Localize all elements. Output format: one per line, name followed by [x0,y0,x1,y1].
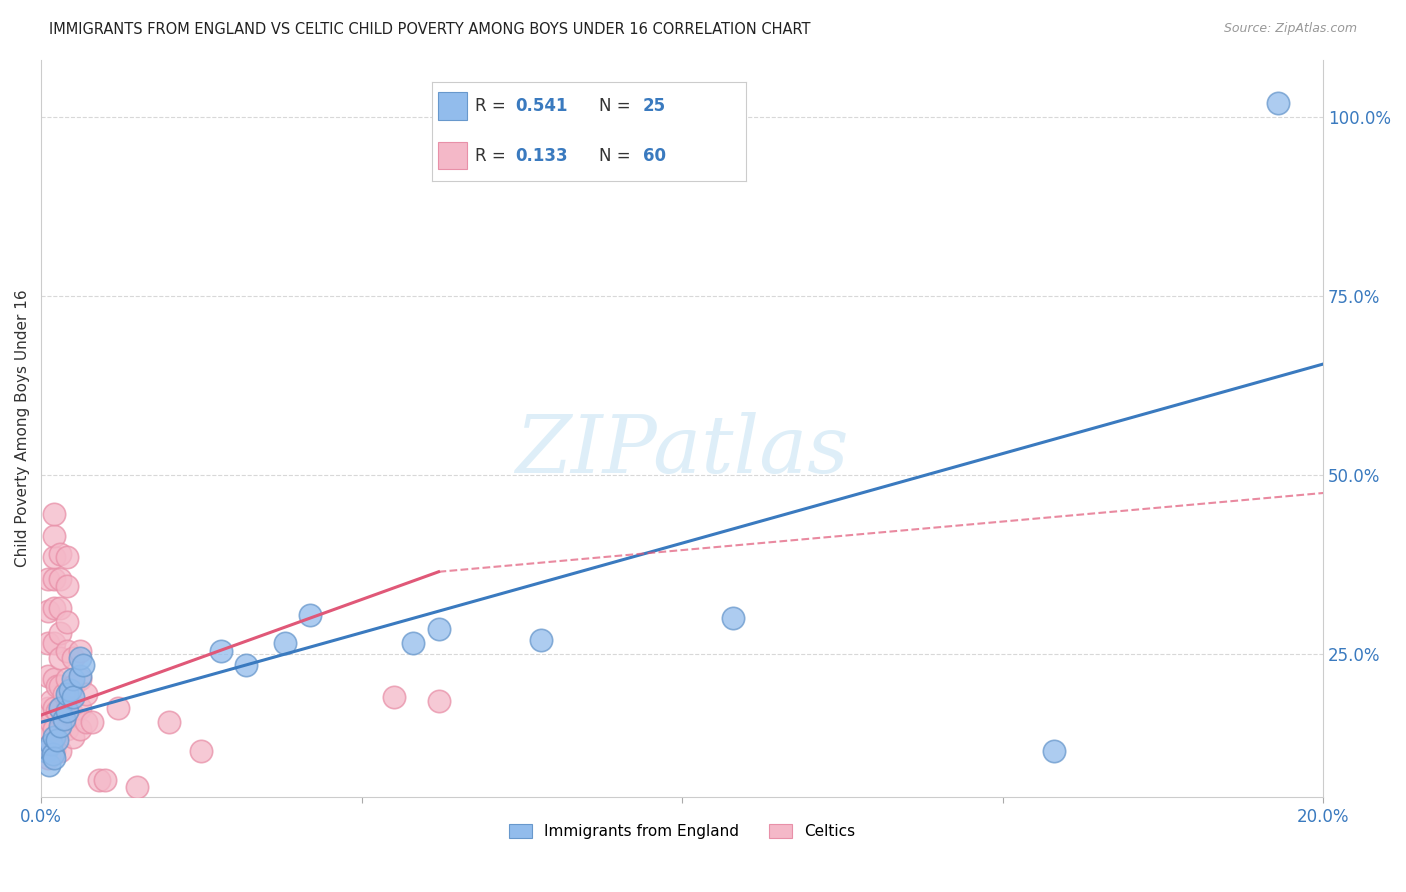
Point [62,680,84,694]
Point [42,672,65,686]
Point [39,715,62,730]
Point [46,733,69,747]
Point [37,723,59,737]
Point [42,723,65,737]
Point [62,730,84,744]
Point [41,747,63,762]
Point [82,715,104,730]
Point [62,672,84,686]
Point [42,600,65,615]
Point [75,715,97,730]
Point [530,632,553,647]
Point [49,650,72,665]
Point [107,701,129,715]
Point [55,643,77,657]
Point [52,715,75,730]
Point [427,622,450,636]
Point [34,744,56,758]
Point [49,719,72,733]
Point [69,672,91,686]
Point [59,708,82,723]
Point [37,751,59,765]
Point [157,715,180,730]
Point [55,579,77,593]
Point [39,737,62,751]
Point [55,687,77,701]
Text: Source: ZipAtlas.com: Source: ZipAtlas.com [1223,22,1357,36]
Point [39,694,62,708]
Point [62,650,84,665]
Point [35,726,58,740]
Point [59,683,82,698]
Point [52,712,75,726]
Point [42,508,65,522]
Point [55,615,77,629]
Point [72,657,94,672]
Point [52,687,75,701]
Point [37,572,59,586]
Legend: Immigrants from England, Celtics: Immigrants from England, Celtics [502,818,862,845]
Point [127,780,149,794]
Point [49,625,72,640]
Point [35,744,58,758]
Point [49,600,72,615]
Point [42,730,65,744]
Point [235,657,257,672]
Point [37,636,59,650]
Y-axis label: Child Poverty Among Boys Under 16: Child Poverty Among Boys Under 16 [15,290,30,567]
Point [69,643,91,657]
Point [55,723,77,737]
Point [94,772,117,787]
Point [723,611,745,625]
Point [55,705,77,719]
Point [62,708,84,723]
Point [402,636,425,650]
Point [42,636,65,650]
Point [49,680,72,694]
Point [42,572,65,586]
Point [1267,95,1289,110]
Text: IMMIGRANTS FROM ENGLAND VS CELTIC CHILD POVERTY AMONG BOYS UNDER 16 CORRELATION : IMMIGRANTS FROM ENGLAND VS CELTIC CHILD … [49,22,811,37]
Point [299,607,322,622]
Point [38,758,60,772]
Point [69,650,91,665]
Point [190,744,212,758]
Point [209,643,232,657]
Point [49,572,72,586]
Point [42,550,65,565]
Point [42,529,65,543]
Point [37,701,59,715]
Text: ZIPatlas: ZIPatlas [516,412,849,490]
Point [46,680,69,694]
Point [42,751,65,765]
Point [49,701,72,715]
Point [37,604,59,618]
Point [427,694,450,708]
Point [55,701,77,715]
Point [42,744,65,758]
Point [55,550,77,565]
Point [49,547,72,561]
Point [37,668,59,682]
Point [69,701,91,715]
Point [382,690,405,705]
Point [46,705,69,719]
Point [42,701,65,715]
Point [69,723,91,737]
Point [87,772,110,787]
Point [62,690,84,705]
Point [49,723,72,737]
Point [49,744,72,758]
Point [55,672,77,686]
Point [75,687,97,701]
Point [39,737,62,751]
Point [1043,744,1066,758]
Point [273,636,295,650]
Point [69,668,91,682]
Point [49,701,72,715]
